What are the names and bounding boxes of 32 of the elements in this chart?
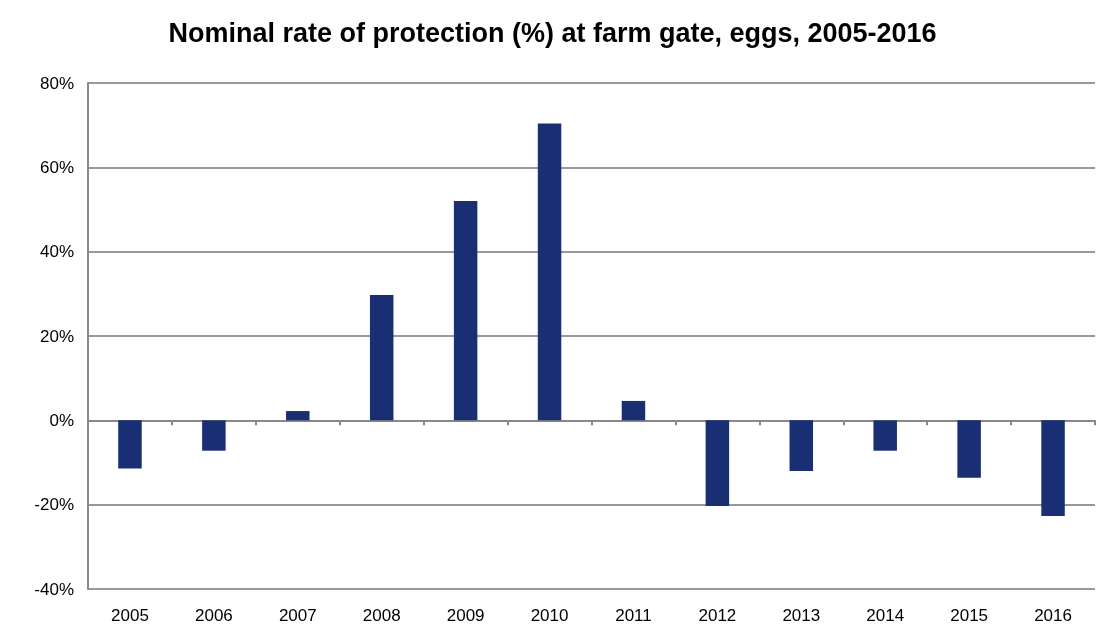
- bar: [369, 295, 394, 421]
- y-tick-label: 0%: [49, 410, 74, 430]
- bar: [873, 420, 897, 451]
- bar: [957, 420, 981, 478]
- y-tick-label: -20%: [34, 495, 74, 515]
- bar: [621, 400, 646, 421]
- x-tick-label: 2006: [194, 606, 233, 625]
- x-tick-label: 2015: [950, 606, 989, 625]
- bar: [1041, 420, 1065, 517]
- x-tick-label: 2008: [362, 606, 401, 625]
- x-tick-label: 2016: [1034, 606, 1072, 625]
- bar: [789, 420, 814, 471]
- x-tick-label: 2005: [111, 606, 149, 625]
- y-tick-label: 60%: [39, 157, 74, 177]
- x-tick-label: 2011: [615, 606, 652, 625]
- bar: [202, 420, 226, 451]
- bar: [705, 420, 730, 506]
- x-tick-label: 2013: [782, 606, 821, 625]
- y-tick-label: 80%: [39, 73, 74, 93]
- x-tick-label: 2010: [530, 606, 569, 625]
- y-tick-label: -40%: [34, 579, 74, 599]
- chart-title: Nominal rate of protection (%) at farm gate, eggs, 2005-2016: [168, 17, 937, 48]
- bar: [453, 201, 478, 421]
- x-tick-label: 2007: [278, 606, 317, 625]
- bar: [537, 123, 562, 421]
- x-tick-label: 2009: [446, 606, 485, 625]
- y-tick-label: 40%: [39, 242, 74, 262]
- bar: [286, 411, 310, 421]
- bar: [118, 420, 142, 469]
- y-tick-label: 20%: [39, 326, 74, 346]
- x-tick-label: 2012: [698, 606, 737, 625]
- x-tick-label: 2014: [866, 606, 905, 625]
